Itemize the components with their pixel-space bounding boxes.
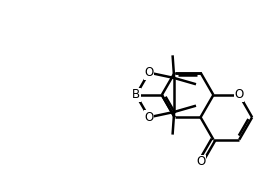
Text: O: O: [144, 66, 153, 79]
Text: O: O: [196, 156, 205, 168]
Text: O: O: [235, 88, 244, 102]
Text: O: O: [144, 111, 153, 124]
Text: B: B: [132, 88, 140, 102]
